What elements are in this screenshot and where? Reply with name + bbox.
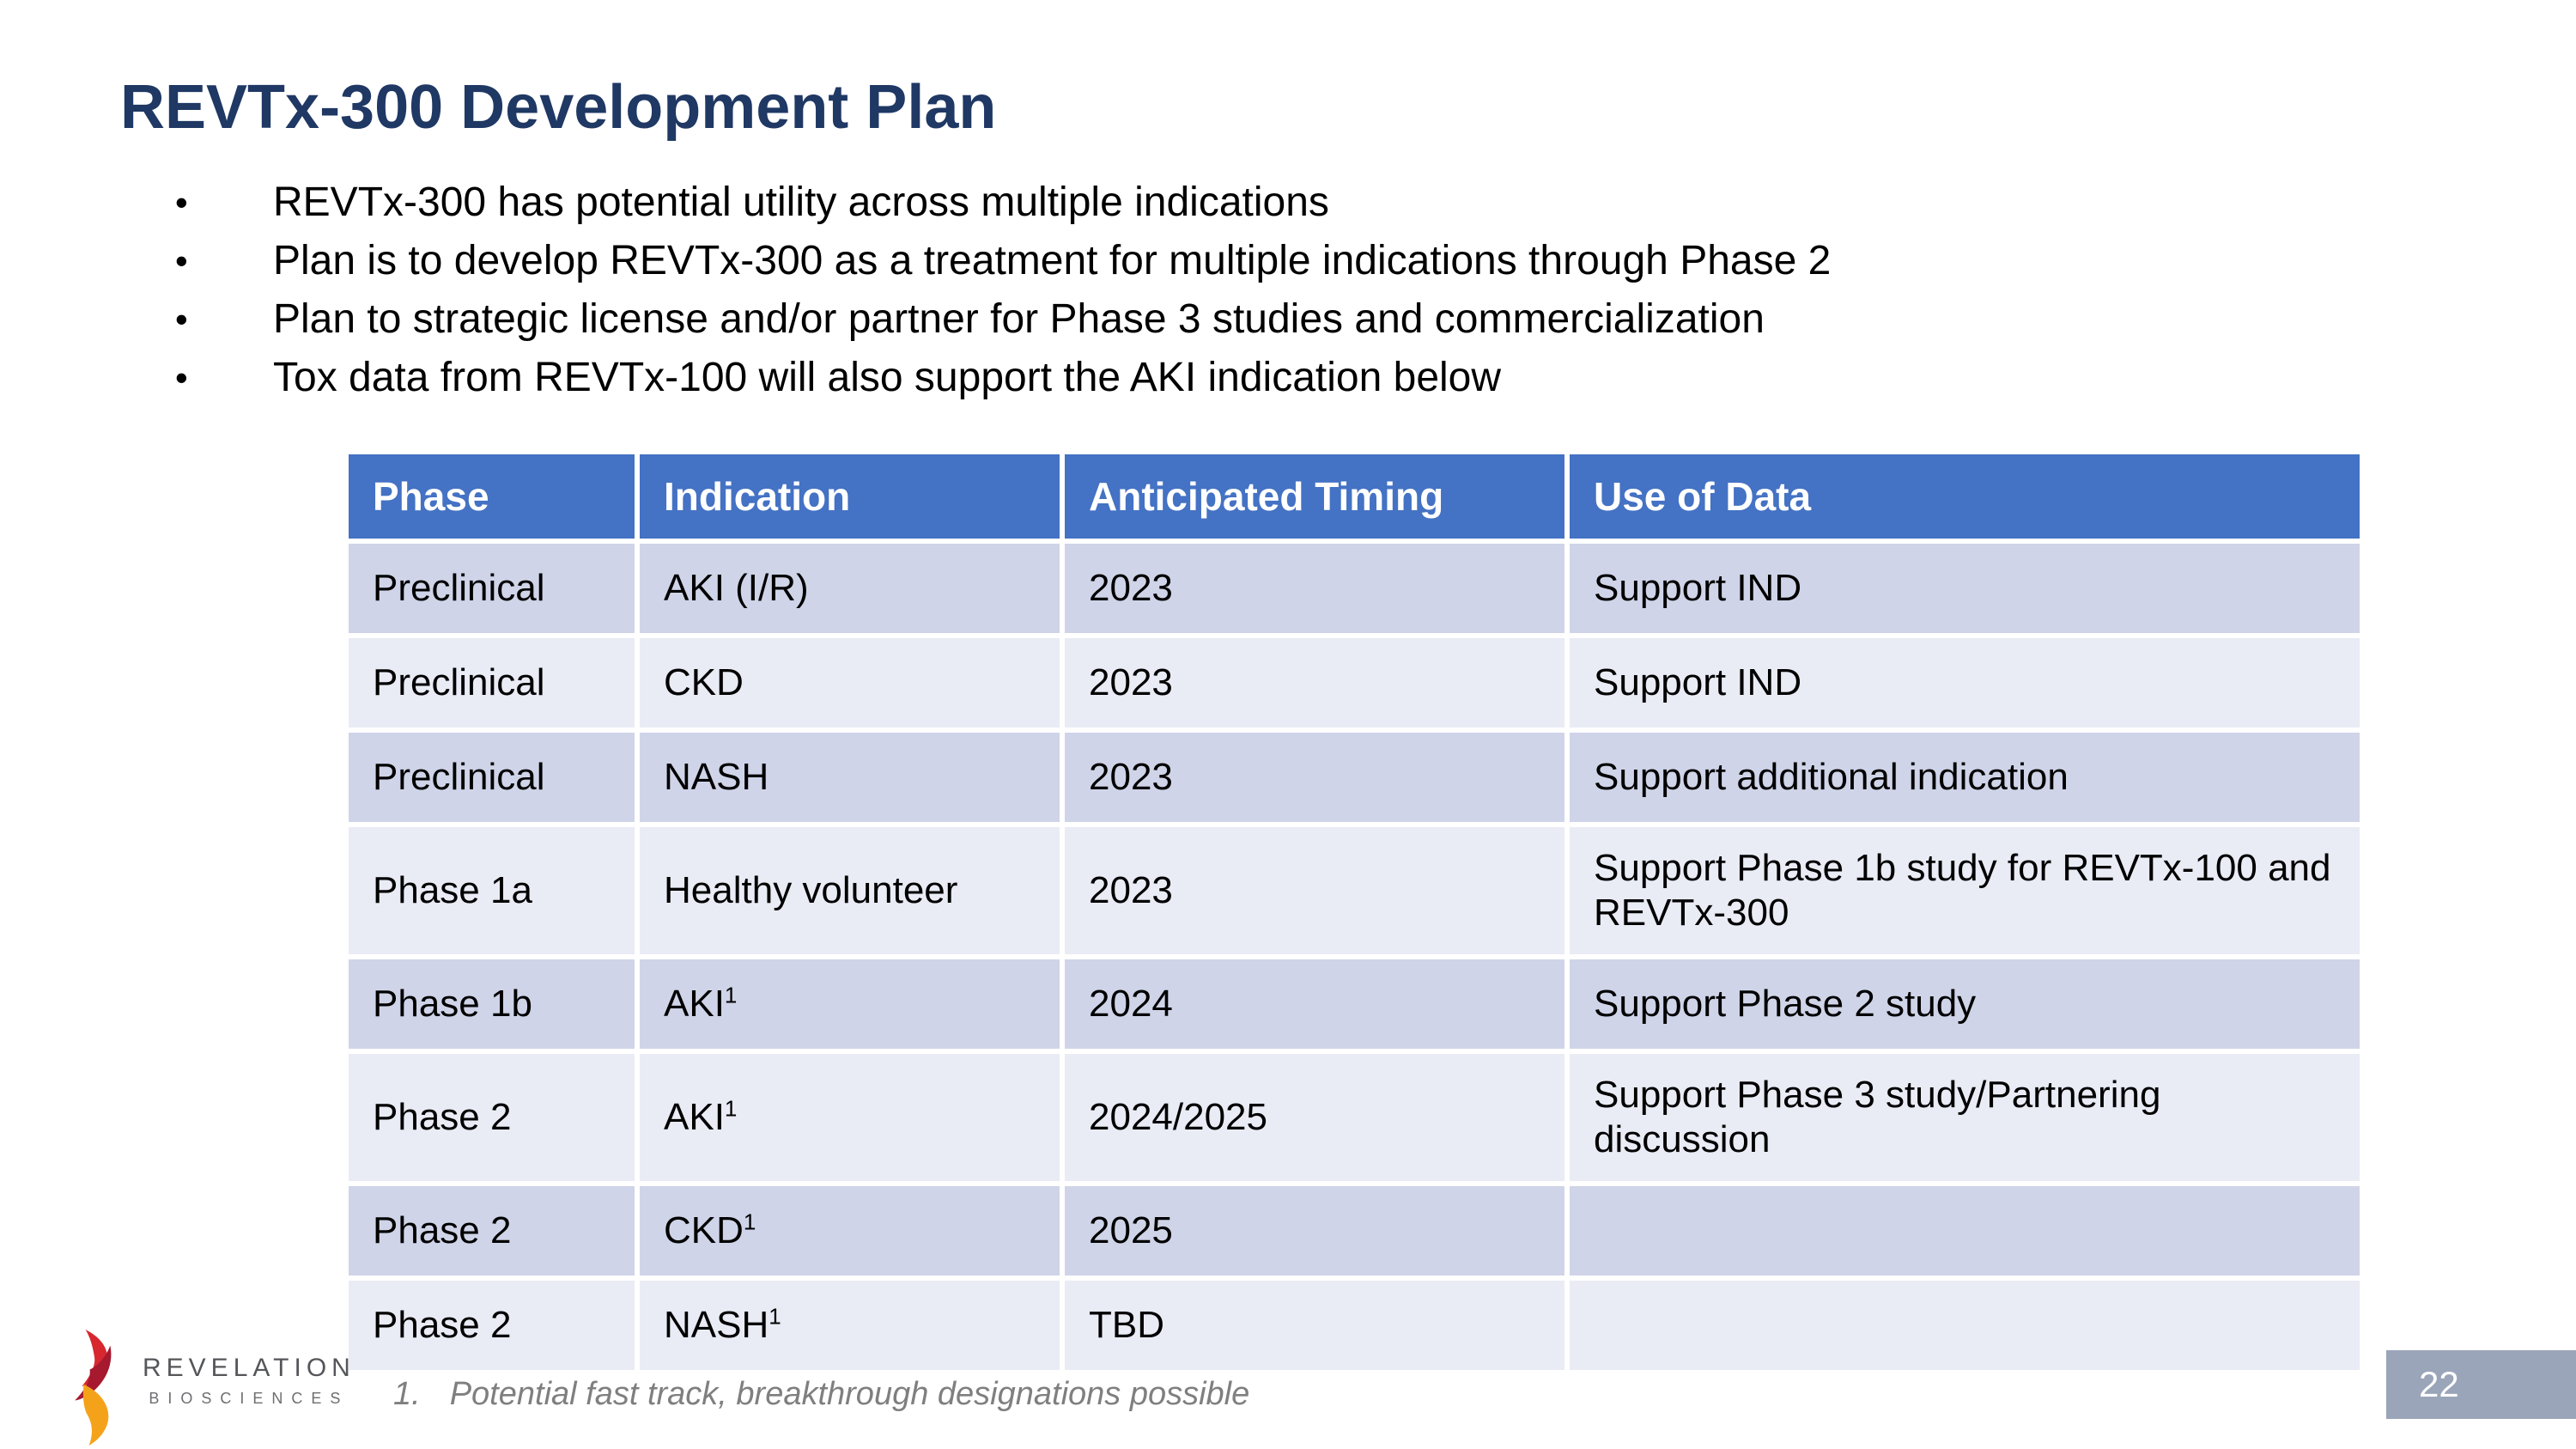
cell-timing: 2023 <box>1065 544 1564 633</box>
cell-use: Support Phase 3 study/Partnering discuss… <box>1570 1054 2360 1181</box>
bullet-item: Plan is to develop REVTx-300 as a treatm… <box>172 240 1831 283</box>
footnote: 1. Potential fast track, breakthrough de… <box>393 1376 1249 1413</box>
table-row: Phase 2 CKD1 2025 <box>349 1186 2360 1275</box>
cell-phase: Preclinical <box>349 544 635 633</box>
cell-phase: Phase 1b <box>349 959 635 1049</box>
cell-timing: 2023 <box>1065 638 1564 728</box>
cell-phase: Phase 1a <box>349 827 635 954</box>
cell-phase: Phase 2 <box>349 1054 635 1181</box>
logo-secondary-text: BIOSCIENCES <box>149 1390 349 1407</box>
column-header-timing: Anticipated Timing <box>1065 454 1564 539</box>
cell-indication: Healthy volunteer <box>640 827 1060 954</box>
cell-phase: Phase 2 <box>349 1281 635 1370</box>
table-row: Phase 2 AKI1 2024/2025 Support Phase 3 s… <box>349 1054 2360 1181</box>
cell-use: Support IND <box>1570 638 2360 728</box>
column-header-indication: Indication <box>640 454 1060 539</box>
cell-use: Support additional indication <box>1570 733 2360 822</box>
bullet-item: REVTx-300 has potential utility across m… <box>172 182 1831 224</box>
cell-timing: 2024/2025 <box>1065 1054 1564 1181</box>
logo-text-block: REVELATION BIOSCIENCES <box>143 1354 355 1408</box>
cell-indication: AKI1 <box>640 1054 1060 1181</box>
cell-use: Support IND <box>1570 544 2360 633</box>
cell-use: Support Phase 2 study <box>1570 959 2360 1049</box>
bullet-item: Tox data from REVTx-100 will also suppor… <box>172 357 1831 399</box>
cell-indication: CKD <box>640 638 1060 728</box>
cell-timing: 2024 <box>1065 959 1564 1049</box>
page-number-box: 22 <box>2386 1350 2576 1419</box>
table-row: Phase 2 NASH1 TBD <box>349 1281 2360 1370</box>
cell-indication: AKI1 <box>640 959 1060 1049</box>
bullet-list: REVTx-300 has potential utility across m… <box>172 182 1831 416</box>
cell-indication: CKD1 <box>640 1186 1060 1275</box>
cell-timing: 2023 <box>1065 733 1564 822</box>
page-number: 22 <box>2419 1364 2459 1404</box>
table-row: Phase 1a Healthy volunteer 2023 Support … <box>349 827 2360 954</box>
cell-timing: TBD <box>1065 1281 1564 1370</box>
company-logo: REVELATION BIOSCIENCES <box>70 1330 355 1446</box>
cell-use: Support Phase 1b study for REVTx-100 and… <box>1570 827 2360 954</box>
table-header-row: Phase Indication Anticipated Timing Use … <box>349 454 2360 539</box>
cell-indication: AKI (I/R) <box>640 544 1060 633</box>
cell-use <box>1570 1281 2360 1370</box>
cell-phase: Preclinical <box>349 638 635 728</box>
cell-phase: Preclinical <box>349 733 635 822</box>
table-row: Preclinical CKD 2023 Support IND <box>349 638 2360 728</box>
table-row: Phase 1b AKI1 2024 Support Phase 2 study <box>349 959 2360 1049</box>
revelation-logo-icon <box>75 1330 112 1446</box>
development-plan-table: Phase Indication Anticipated Timing Use … <box>343 449 2365 1375</box>
cell-timing: 2023 <box>1065 827 1564 954</box>
column-header-phase: Phase <box>349 454 635 539</box>
logo-primary-text: REVELATION <box>143 1354 355 1382</box>
cell-timing: 2025 <box>1065 1186 1564 1275</box>
cell-indication: NASH1 <box>640 1281 1060 1370</box>
table-row: Preclinical NASH 2023 Support additional… <box>349 733 2360 822</box>
footnote-number: 1. <box>393 1376 421 1412</box>
cell-phase: Phase 2 <box>349 1186 635 1275</box>
cell-indication: NASH <box>640 733 1060 822</box>
page-title: REVTx-300 Development Plan <box>120 73 997 142</box>
column-header-use-of-data: Use of Data <box>1570 454 2360 539</box>
table-row: Preclinical AKI (I/R) 2023 Support IND <box>349 544 2360 633</box>
bullet-item: Plan to strategic license and/or partner… <box>172 299 1831 341</box>
cell-use <box>1570 1186 2360 1275</box>
footnote-text: Potential fast track, breakthrough desig… <box>449 1376 1250 1412</box>
